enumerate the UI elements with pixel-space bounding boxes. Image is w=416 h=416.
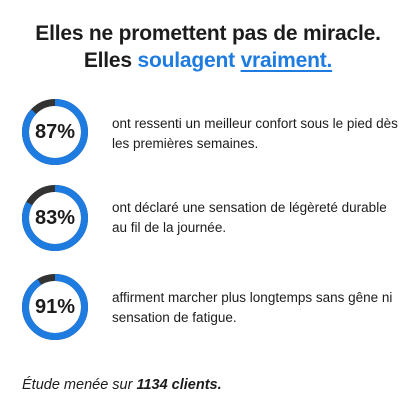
ring-fill-2: [22, 185, 88, 251]
percent-label-2: 83%: [34, 206, 76, 229]
headline: Elles ne promettent pas de miracle. Elle…: [0, 20, 416, 74]
ring-fill-1: [22, 99, 88, 165]
stat-item-2: 83% ont déclaré une sensation de légèret…: [20, 183, 400, 253]
percent-label-1: 87%: [34, 120, 76, 143]
headline-line-2: Elles soulagent vraiment.: [0, 47, 416, 74]
progress-ring-2: [22, 185, 88, 251]
footnote-emphasis: 1134 clients.: [136, 377, 222, 393]
ring-fill-3: [22, 274, 88, 340]
stat-description-2: ont déclaré une sensation de légèreté du…: [112, 200, 387, 235]
progress-ring-3: [22, 274, 88, 340]
stat-description-1: ont ressenti un meilleur confort sous le…: [112, 116, 398, 151]
headline-underlined-word: vraiment.: [240, 49, 333, 72]
headline-prefix: Elles: [83, 49, 138, 72]
stat-description-3: affirment marcher plus longtemps sans gê…: [112, 290, 393, 325]
stat-item-1: 87% ont ressenti un meilleur confort sou…: [20, 97, 400, 167]
stat-item-3: 91% affirment marcher plus longtemps san…: [20, 272, 400, 342]
headline-line-1: Elles ne promettent pas de miracle.: [35, 22, 381, 45]
percent-label-3: 91%: [34, 295, 76, 318]
headline-accent-word: soulagent: [137, 49, 236, 72]
footnote: Étude menée sur 1134 clients.: [22, 377, 222, 393]
footnote-prefix: Étude menée sur: [22, 377, 137, 393]
progress-ring-1: [22, 99, 88, 165]
